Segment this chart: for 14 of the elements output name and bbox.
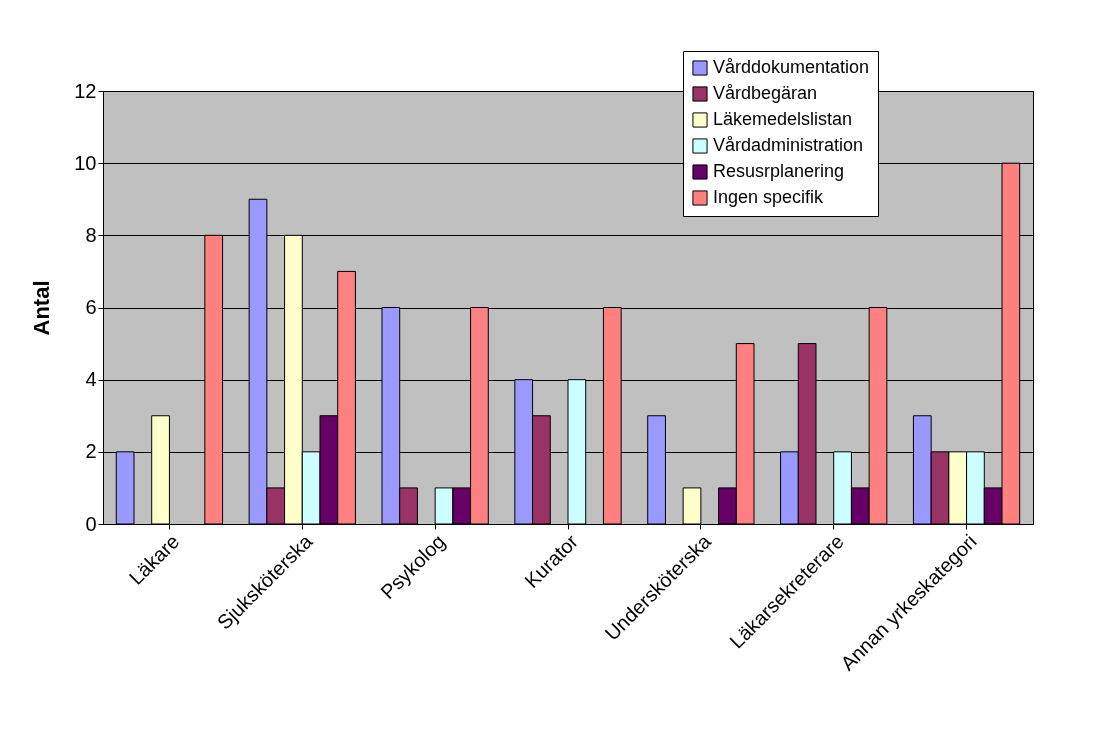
legend-label: Resusrplanering [713, 161, 845, 181]
y-tick-label: 2 [85, 440, 97, 463]
legend-label: Ingen specifik [713, 187, 825, 207]
y-tick-label: 6 [85, 296, 97, 318]
y-tick-label: 10 [74, 151, 97, 174]
y-tick-label: 4 [85, 368, 97, 391]
legend-label: Vårdadministration [713, 135, 864, 155]
y-axis-title: Antal [29, 280, 55, 336]
legend-label: Läkemedelslistan [713, 109, 853, 129]
y-tick-label: 12 [74, 79, 97, 102]
y-tick-label: 0 [85, 512, 97, 535]
legend-label: Vårddokumentation [713, 57, 870, 77]
y-tick-label: 8 [85, 223, 97, 246]
legend-label: Vårdbegäran [713, 83, 818, 103]
